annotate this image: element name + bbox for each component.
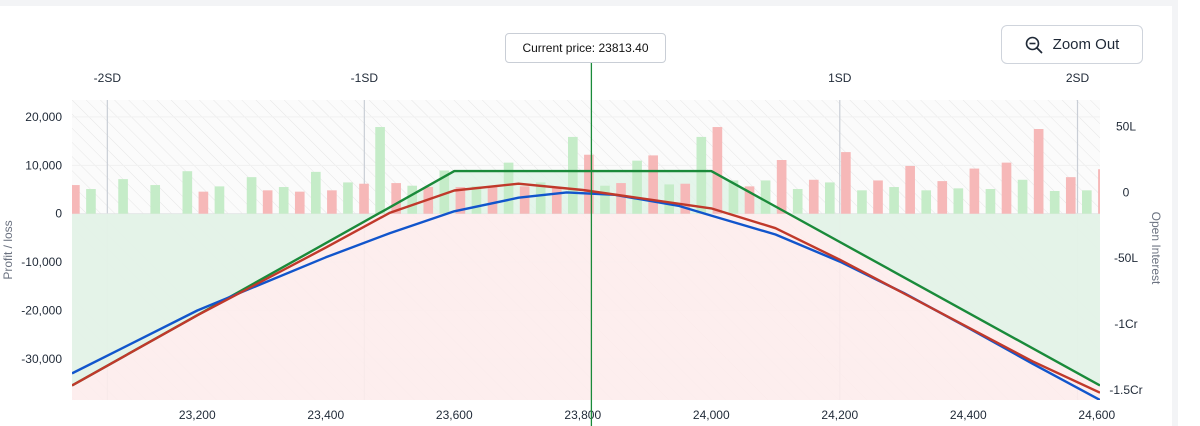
x-tick-label: 23,400 [307, 408, 344, 422]
current-price-text: Current price: 23813.40 [522, 41, 649, 55]
put-oi-bar [664, 184, 675, 214]
put-oi-bar [150, 185, 161, 214]
put-oi-bar [1017, 179, 1028, 214]
put-oi-bar [568, 136, 578, 214]
put-oi-bar [825, 182, 835, 214]
put-oi-bar [953, 188, 964, 214]
target-payoff-line [72, 169, 1100, 387]
x-tick-label: 23,200 [179, 408, 216, 422]
put-oi-bar [857, 190, 867, 214]
y2-tick-label: -1.5Cr [1109, 383, 1142, 397]
put-oi-bar [985, 189, 996, 214]
y2-tick-label: 0 [1123, 185, 1130, 199]
put-oi-bar [632, 160, 642, 214]
call-oi-bar [744, 186, 755, 214]
call-oi-bar [1001, 162, 1012, 214]
put-oi-bar [54, 136, 64, 213]
call-oi-bar [969, 168, 980, 214]
put-oi-bar [760, 180, 771, 214]
call-oi-bar [262, 190, 273, 214]
put-oi-bar [600, 185, 610, 214]
put-oi-bar [503, 162, 514, 214]
x-tick-label: 23,600 [436, 408, 473, 422]
right-edge-strip [1172, 0, 1178, 426]
x-tick-label: 24,200 [821, 408, 858, 422]
put-oi-bar [86, 189, 96, 214]
y2-tick-label: -1Cr [1114, 317, 1137, 331]
y2-tick-label: 50L [1116, 119, 1136, 133]
y-tick-label: 10,000 [25, 158, 62, 172]
call-oi-bar [294, 191, 305, 214]
y-tick-label: 20,000 [25, 110, 62, 124]
call-oi-bar [616, 183, 626, 214]
call-oi-bar [1033, 129, 1044, 214]
put-oi-bar [439, 170, 450, 214]
put-oi-bar [889, 187, 899, 214]
x-tick-label: 24,600 [1078, 408, 1115, 422]
call-oi-bar [519, 186, 530, 214]
put-oi-bar [407, 185, 418, 214]
call-oi-bar [680, 183, 691, 214]
put-oi-bar [182, 171, 193, 214]
y-tick-label: -10,000 [21, 255, 62, 269]
call-oi-bar [359, 183, 369, 214]
call-oi-bar [905, 165, 915, 214]
call-oi-bar [808, 179, 819, 214]
call-oi-bar [487, 187, 498, 214]
call-oi-bar [841, 152, 851, 214]
y2-axis-title: Open Interest [1149, 212, 1163, 285]
put-oi-bar [728, 180, 739, 214]
put-oi-bar [921, 190, 932, 214]
y-axis-title: Profit / loss [1, 220, 15, 279]
payoff-chart: 20,000 10,000 0 -10,000 -20,000 -30,000 50L 0 -5… [1, 63, 1163, 426]
sd-marker-label: -1SD [351, 71, 379, 85]
put-oi-bar [246, 177, 257, 214]
put-oi-bar [1082, 190, 1092, 214]
y-tick-label: 0 [55, 207, 62, 221]
call-oi-bar [391, 183, 401, 214]
x-tick-label: 23,800 [564, 408, 601, 422]
zoom-out-label: Zoom Out [1052, 36, 1120, 53]
zoom-out-icon [1025, 36, 1043, 53]
call-oi-bar [648, 155, 658, 214]
call-oi-bar [584, 154, 594, 214]
call-oi-bar [776, 160, 787, 214]
put-oi-bar [471, 186, 482, 214]
put-oi-bar [278, 187, 289, 214]
put-oi-bar [535, 182, 546, 214]
call-oi-bar [1065, 177, 1076, 214]
call-oi-bar [327, 190, 337, 214]
put-oi-bar [696, 136, 707, 214]
call-oi-bar [1098, 169, 1100, 214]
put-oi-bar [1049, 190, 1060, 214]
x-tick-label: 24,000 [693, 408, 730, 422]
y-tick-label: -30,000 [21, 352, 62, 366]
call-oi-bar [551, 187, 562, 214]
put-oi-bar [214, 186, 225, 214]
y-tick-label: -20,000 [21, 303, 62, 317]
put-oi-bar [311, 171, 321, 214]
put-oi-bar [118, 179, 128, 214]
put-oi-bar [375, 127, 385, 214]
call-oi-bar [72, 185, 80, 214]
x-tick-label: 24,400 [950, 408, 987, 422]
profit-zone-fill [72, 171, 1100, 386]
call-oi-bar [873, 180, 883, 214]
sd-marker-label: -2SD [94, 71, 122, 85]
put-oi-bar [343, 182, 353, 214]
put-oi-bar [792, 189, 803, 214]
call-oi-bar [198, 191, 209, 214]
call-oi-bar [937, 181, 948, 214]
y2-tick-label: -50L [1114, 251, 1138, 265]
zoom-out-button[interactable]: Zoom Out [1001, 25, 1143, 64]
sd-marker-label: 1SD [828, 71, 852, 85]
call-oi-bar [455, 187, 466, 214]
current-payoff-line [72, 182, 1100, 394]
top-edge-strip [0, 0, 1172, 6]
call-oi-bar [712, 127, 723, 214]
current-price-label: Current price: 23813.40 [505, 33, 666, 63]
sd-marker-label: 2SD [1066, 71, 1090, 85]
